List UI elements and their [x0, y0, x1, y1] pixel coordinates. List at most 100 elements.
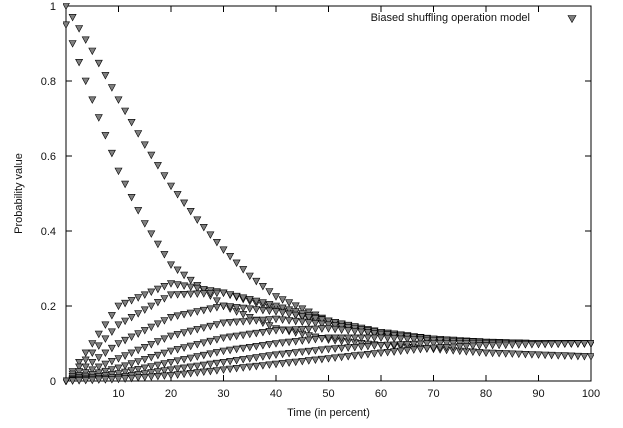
data-point — [304, 314, 313, 322]
y-tick-label: 0 — [50, 376, 56, 388]
data-point — [324, 317, 333, 326]
data-point — [180, 344, 189, 352]
data-point — [121, 352, 130, 360]
data-point — [475, 342, 484, 350]
data-point — [226, 333, 235, 342]
x-tick-label: 40 — [270, 388, 282, 400]
data-point — [75, 359, 84, 367]
data-point — [186, 370, 195, 378]
data-point — [271, 340, 281, 348]
data-point — [121, 375, 130, 383]
data-point — [219, 289, 228, 298]
data-point — [403, 347, 412, 355]
data-point — [140, 374, 149, 382]
data-point — [147, 302, 156, 311]
data-point — [232, 318, 241, 327]
data-point — [134, 346, 143, 355]
data-point — [337, 326, 346, 335]
data-point — [160, 349, 169, 358]
data-point — [206, 231, 215, 239]
data-point — [344, 353, 353, 361]
data-point — [101, 335, 110, 343]
data-point — [547, 351, 556, 360]
data-point — [107, 358, 116, 366]
data-point — [239, 304, 248, 313]
data-point — [75, 25, 84, 33]
data-point — [173, 371, 182, 379]
data-point — [258, 342, 267, 350]
data-point — [153, 351, 162, 360]
data-point — [554, 352, 563, 360]
x-tick-label: 10 — [112, 388, 124, 400]
data-point — [455, 343, 464, 351]
data-point — [114, 355, 123, 363]
data-point — [101, 367, 110, 376]
data-point — [153, 285, 162, 294]
data-point — [298, 358, 307, 366]
data-point — [245, 355, 254, 363]
data-point — [63, 21, 71, 29]
data-point — [134, 374, 143, 382]
data-point — [304, 319, 313, 327]
data-point — [298, 305, 307, 313]
data-point — [212, 297, 221, 305]
data-point — [114, 364, 123, 373]
data-point — [153, 162, 162, 170]
y-tick-label: 0.6 — [41, 151, 56, 163]
data-point — [212, 336, 221, 344]
data-point — [219, 359, 228, 367]
data-point — [206, 350, 215, 358]
data-point — [199, 286, 208, 294]
data-point — [134, 294, 143, 302]
data-point — [173, 281, 182, 289]
data-point — [75, 377, 84, 385]
data-point — [166, 366, 176, 374]
data-point — [390, 341, 399, 350]
data-point — [232, 365, 241, 373]
data-point — [239, 364, 248, 372]
data-point — [199, 324, 208, 332]
data-point — [383, 349, 392, 357]
data-point — [567, 352, 576, 361]
data-point — [376, 349, 386, 358]
y-tick-label: 0.4 — [41, 226, 56, 238]
data-point — [193, 369, 202, 377]
data-point — [245, 344, 254, 352]
data-point — [193, 341, 202, 349]
data-point — [383, 341, 392, 350]
data-point — [331, 345, 340, 353]
data-point — [298, 318, 307, 327]
data-point — [127, 333, 136, 342]
data-point — [429, 344, 438, 353]
data-point — [180, 199, 189, 208]
data-point — [219, 302, 228, 311]
data-point — [212, 304, 221, 312]
data-points — [63, 3, 594, 385]
data-point — [114, 96, 123, 104]
data-point — [436, 340, 445, 348]
data-point — [547, 340, 556, 349]
data-point — [475, 349, 484, 357]
data-point — [114, 321, 123, 329]
data-point — [193, 353, 202, 361]
data-point — [462, 343, 471, 351]
data-point — [101, 349, 110, 358]
data-point — [193, 284, 202, 293]
data-point — [265, 328, 274, 336]
data-point — [75, 363, 84, 372]
data-point — [121, 107, 130, 116]
data-point — [324, 355, 333, 363]
data-point — [239, 311, 248, 319]
data-point — [501, 350, 510, 358]
data-point — [127, 349, 136, 358]
data-point — [350, 352, 359, 360]
data-point — [586, 340, 594, 348]
data-point — [94, 342, 103, 350]
data-point — [436, 344, 445, 352]
data-point — [304, 325, 313, 334]
data-point — [390, 335, 399, 343]
data-point — [285, 317, 294, 325]
data-point — [541, 340, 550, 349]
data-point — [68, 14, 77, 22]
